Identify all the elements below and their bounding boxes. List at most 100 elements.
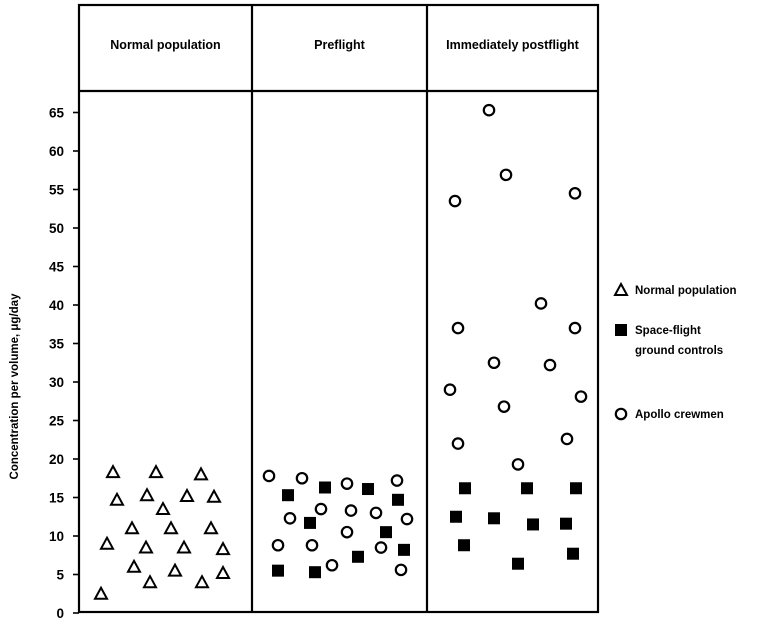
legend-square-icon bbox=[615, 324, 627, 336]
y-tick-label: 40 bbox=[49, 298, 64, 313]
y-tick-label: 65 bbox=[49, 106, 65, 121]
circle-point bbox=[262, 469, 276, 483]
circle-point bbox=[325, 558, 339, 572]
square-point bbox=[392, 493, 404, 506]
plot-border bbox=[77, 3, 600, 614]
legend: Normal population Space-flight ground cont… bbox=[613, 281, 737, 421]
legend-label: Space-flight bbox=[635, 325, 701, 337]
circle-point bbox=[295, 471, 309, 485]
triangle-point bbox=[155, 500, 171, 516]
circle-point bbox=[543, 358, 557, 372]
y-tick-label: 45 bbox=[49, 260, 65, 275]
legend-label: Apollo crewmen bbox=[635, 409, 724, 421]
circle-point bbox=[574, 390, 588, 403]
circle-point bbox=[340, 525, 354, 539]
circle-point bbox=[482, 103, 496, 117]
y-tick-label: 50 bbox=[49, 221, 64, 236]
square-point bbox=[458, 539, 470, 552]
square-point bbox=[398, 543, 410, 556]
y-tick-label: 0 bbox=[56, 606, 64, 620]
triangle-point bbox=[206, 488, 222, 503]
y-tick-label: 10 bbox=[49, 529, 64, 544]
legend-triangle-icon bbox=[613, 281, 629, 296]
circle-point bbox=[499, 168, 513, 182]
y-tick-label: 55 bbox=[49, 183, 65, 198]
y-axis-label: Concentration per volume, μg/day bbox=[9, 293, 21, 480]
square-point bbox=[380, 526, 392, 539]
square-point bbox=[459, 482, 471, 495]
triangle-point bbox=[193, 466, 209, 481]
square-point bbox=[352, 550, 364, 563]
triangle-point bbox=[167, 562, 183, 577]
circle-point bbox=[305, 538, 319, 552]
triangle-point bbox=[138, 539, 154, 554]
square-point bbox=[450, 510, 462, 523]
circle-point bbox=[448, 194, 462, 208]
square-point bbox=[304, 516, 316, 529]
circle-point bbox=[560, 432, 574, 446]
y-tick-label: 20 bbox=[49, 452, 64, 467]
triangle-point bbox=[179, 487, 195, 502]
circle-point bbox=[340, 477, 354, 490]
circle-point bbox=[344, 504, 358, 517]
triangle-point bbox=[176, 539, 192, 554]
y-tick-label: 15 bbox=[49, 491, 65, 506]
circle-point bbox=[451, 321, 465, 335]
circle-point bbox=[400, 512, 414, 526]
circle-point bbox=[568, 321, 582, 335]
triangle-point bbox=[99, 535, 115, 550]
square-point bbox=[567, 547, 579, 560]
circle-point bbox=[369, 506, 383, 520]
square-point bbox=[560, 517, 572, 530]
y-tick-label: 25 bbox=[49, 414, 65, 429]
square-point bbox=[319, 481, 331, 494]
plot-frame bbox=[77, 3, 600, 614]
circle-point bbox=[451, 437, 465, 450]
circle-point bbox=[568, 187, 582, 200]
triangle-point bbox=[148, 464, 164, 479]
triangle-point bbox=[139, 487, 155, 502]
y-tick-label: 60 bbox=[49, 144, 64, 159]
circle-point bbox=[271, 538, 285, 552]
circle-point bbox=[511, 458, 525, 471]
triangle-point bbox=[194, 574, 210, 589]
triangle-point bbox=[215, 564, 231, 579]
triangle-point bbox=[126, 558, 142, 573]
y-axis: 0 5 10 15 20 25 30 35 40 45 50 55 60 65 Concentration … bbox=[9, 106, 79, 620]
triangle-point bbox=[109, 491, 125, 506]
triangle-point bbox=[124, 520, 140, 535]
triangle-point bbox=[163, 520, 179, 535]
legend-label: ground controls bbox=[635, 345, 723, 357]
triangle-point bbox=[93, 585, 109, 600]
square-point bbox=[272, 564, 284, 577]
square-point bbox=[512, 557, 524, 570]
square-point bbox=[309, 566, 321, 579]
legend-label: Normal population bbox=[635, 285, 737, 297]
circle-point bbox=[443, 383, 457, 396]
data-points bbox=[93, 103, 588, 600]
panel-header-2: Preflight bbox=[314, 38, 366, 52]
panel-header-1: Normal population bbox=[110, 38, 220, 52]
y-tick-label: 35 bbox=[49, 337, 65, 352]
panel-header-3: Immediately postflight bbox=[446, 38, 579, 52]
square-point bbox=[570, 482, 582, 495]
triangle-point bbox=[142, 574, 158, 589]
circle-point bbox=[374, 541, 388, 554]
square-point bbox=[282, 489, 294, 502]
y-tick-label: 30 bbox=[49, 375, 64, 390]
square-point bbox=[527, 518, 539, 531]
circle-point bbox=[487, 356, 501, 370]
triangle-point bbox=[105, 464, 121, 479]
circle-point bbox=[390, 474, 404, 487]
circle-point bbox=[534, 297, 548, 310]
panel-headers: Normal population Preflight Immediately po… bbox=[110, 38, 579, 52]
square-point bbox=[362, 483, 374, 496]
y-tick-label: 5 bbox=[56, 568, 64, 583]
circle-point bbox=[314, 502, 328, 516]
circle-point bbox=[283, 511, 297, 525]
circle-point bbox=[394, 563, 408, 577]
triangle-point bbox=[215, 541, 231, 556]
square-point bbox=[488, 512, 500, 525]
circle-point bbox=[497, 400, 511, 413]
